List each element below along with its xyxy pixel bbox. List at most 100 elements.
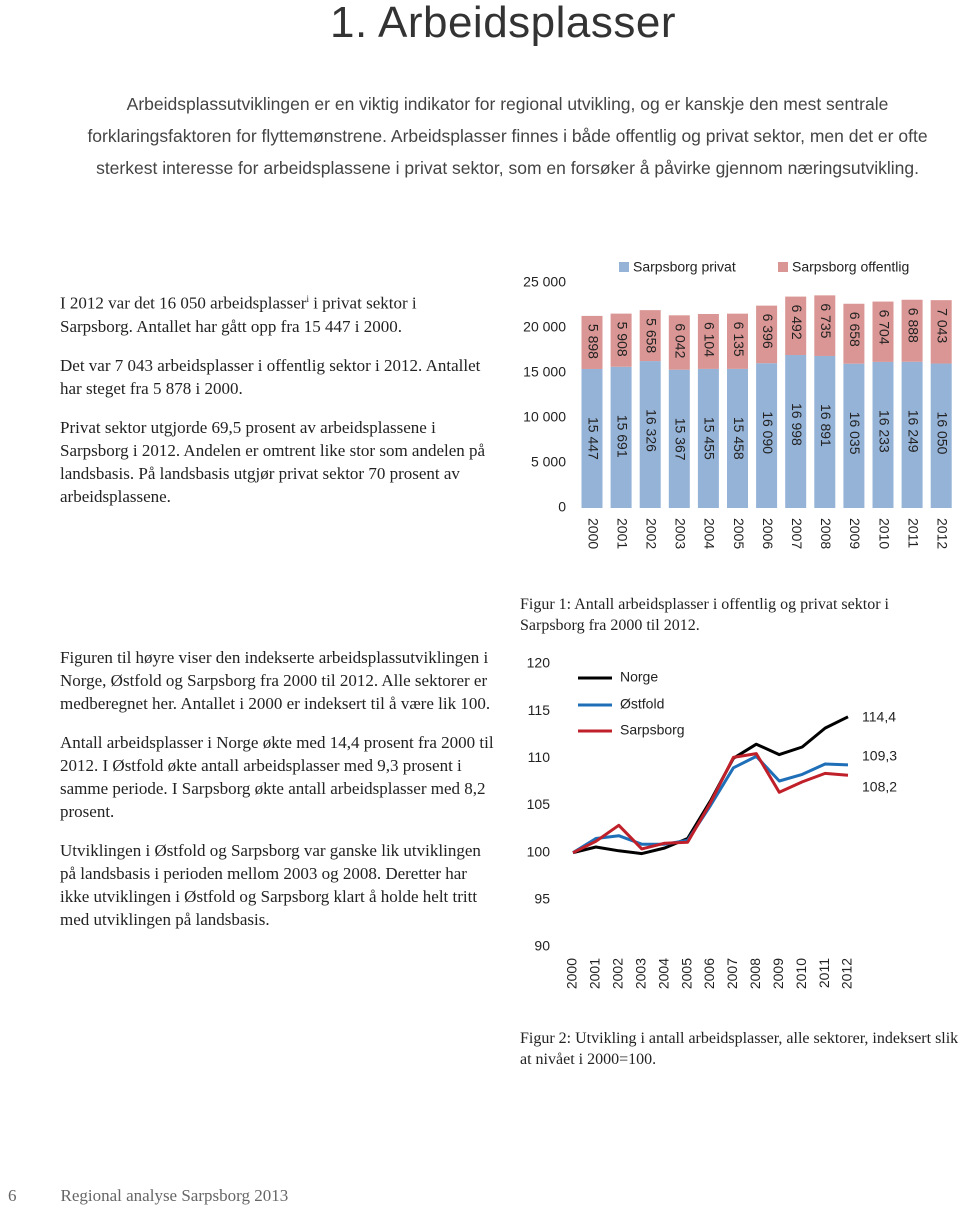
y-tick-label: 95 xyxy=(534,891,550,907)
y-tick-label: 10 000 xyxy=(523,409,566,425)
text-block: Figuren til høyre viser den indekserte a… xyxy=(60,646,500,947)
y-tick-label: 90 xyxy=(534,938,550,954)
x-tick-label: 2010 xyxy=(876,518,892,549)
x-tick-label: 2006 xyxy=(701,958,717,989)
value-label: 114,4 xyxy=(862,709,896,725)
bar-segment xyxy=(668,315,690,370)
bar-segment xyxy=(843,363,865,508)
figure-caption: Figur 2: Utvikling i antall arbeidsplass… xyxy=(520,1030,959,1068)
value-label: 6 135 xyxy=(731,322,747,357)
x-tick-label: 2002 xyxy=(643,518,659,549)
value-label: 16 998 xyxy=(789,403,805,446)
x-tick-label: 2008 xyxy=(818,518,834,549)
paragraph: Det var 7 043 arbeidsplasser i offentlig… xyxy=(60,355,481,398)
x-tick-label: 2012 xyxy=(934,518,950,549)
x-tick-label: 2002 xyxy=(610,958,626,989)
y-tick-label: 105 xyxy=(527,796,551,812)
x-tick-label: 2006 xyxy=(760,518,776,549)
legend-label: Sarpsborg offentlig xyxy=(792,259,909,275)
bar-segment xyxy=(581,368,603,508)
legend-label: Østfold xyxy=(620,696,664,712)
x-tick-label: 2012 xyxy=(839,958,855,989)
bar-segment xyxy=(901,361,923,508)
bar-segment xyxy=(697,313,719,369)
value-label: 16 050 xyxy=(934,412,950,455)
bar-segment xyxy=(785,355,807,508)
value-label: 16 090 xyxy=(760,411,776,454)
x-tick-label: 2001 xyxy=(587,958,603,989)
y-tick-label: 100 xyxy=(527,843,551,859)
value-label: 6 042 xyxy=(673,323,689,358)
bar-segment xyxy=(727,313,748,369)
x-tick-label: 2000 xyxy=(585,518,601,549)
bar-segment xyxy=(639,361,661,508)
bar-segment xyxy=(814,295,836,356)
bar-segment xyxy=(668,369,690,508)
bar-segment xyxy=(727,368,748,508)
x-tick-label: 2000 xyxy=(564,958,580,989)
bar-segment xyxy=(756,305,778,364)
line-series xyxy=(572,715,849,856)
x-tick-label: 2009 xyxy=(847,518,863,549)
bar-segment xyxy=(872,361,894,508)
legend-label: Sarpsborg xyxy=(620,722,685,738)
bar-segment xyxy=(930,300,952,364)
value-label: 5 898 xyxy=(585,324,601,359)
x-tick-label: 2001 xyxy=(614,518,630,549)
footer-text: Regional analyse Sarpsborg 2013 xyxy=(60,1186,289,1205)
paragraph: Utviklingen i Østfold og Sarpsborg var g… xyxy=(60,841,481,929)
x-tick-label: 2004 xyxy=(702,518,718,549)
value-label: 6 104 xyxy=(702,322,718,357)
legend-label: Sarpsborg privat xyxy=(633,259,736,275)
value-label: 6 492 xyxy=(789,305,805,340)
x-tick-label: 2003 xyxy=(673,518,689,549)
y-tick-label: 5 000 xyxy=(531,454,566,470)
value-label: 15 691 xyxy=(614,415,630,458)
value-label: 16 326 xyxy=(643,409,659,452)
bar-segment xyxy=(901,299,923,362)
value-label: 6 658 xyxy=(847,312,863,347)
x-tick-label: 2011 xyxy=(905,518,921,548)
bar-segment xyxy=(785,296,807,356)
page-number: 6 xyxy=(8,1186,17,1205)
value-label: 7 043 xyxy=(934,308,950,343)
value-label: 5 658 xyxy=(643,318,659,353)
legend-label: Norge xyxy=(620,669,658,685)
y-tick-label: 115 xyxy=(528,702,551,718)
x-tick-label: 2011 xyxy=(816,958,832,988)
footer: 6 Regional analyse Sarpsborg 2013 xyxy=(8,1186,288,1206)
value-label: 6 704 xyxy=(876,310,892,345)
bar-segment xyxy=(697,368,719,508)
value-label: 16 891 xyxy=(818,404,834,447)
x-tick-label: 2003 xyxy=(632,958,648,989)
footnote-mark: i xyxy=(306,294,309,304)
value-label: 5 908 xyxy=(614,322,630,357)
text: I 2012 var det 16 050 arbeidsplasser xyxy=(60,293,307,313)
text: i privat sektor i Sarpsborg. Antallet ha… xyxy=(60,293,417,336)
y-tick-label: 20 000 xyxy=(523,319,566,335)
value-label: 15 367 xyxy=(673,418,689,461)
value-label: 16 233 xyxy=(876,410,892,453)
line-series xyxy=(572,752,849,855)
x-tick-label: 2005 xyxy=(731,518,747,549)
x-tick-label: 2010 xyxy=(793,958,809,989)
value-label: 109,3 xyxy=(862,748,897,764)
page-title: 1. Arbeidsplasser xyxy=(330,0,677,47)
paragraph: Figuren til høyre viser den indekserte a… xyxy=(60,648,491,713)
value-label: 6 396 xyxy=(760,314,776,349)
x-tick-label: 2004 xyxy=(655,958,671,989)
value-label: 16 249 xyxy=(905,410,921,453)
x-tick-label: 2009 xyxy=(770,958,786,989)
value-label: 6 888 xyxy=(905,308,921,343)
intro-paragraph: Arbeidsplassutviklingen er en viktig ind… xyxy=(87,94,928,178)
bar-segment xyxy=(930,363,952,508)
bar-segment xyxy=(581,315,603,369)
legend-swatch xyxy=(619,262,629,272)
paragraph: Antall arbeidsplasser i Norge økte med 1… xyxy=(60,733,494,821)
y-tick-label: 0 xyxy=(558,499,566,515)
value-label: 15 447 xyxy=(585,417,601,460)
bar-segment xyxy=(610,366,632,508)
figure-caption: Figur 1: Antall arbeidsplasser i offentl… xyxy=(520,596,889,634)
bar-segment xyxy=(756,363,778,508)
legend-swatch xyxy=(778,262,788,272)
